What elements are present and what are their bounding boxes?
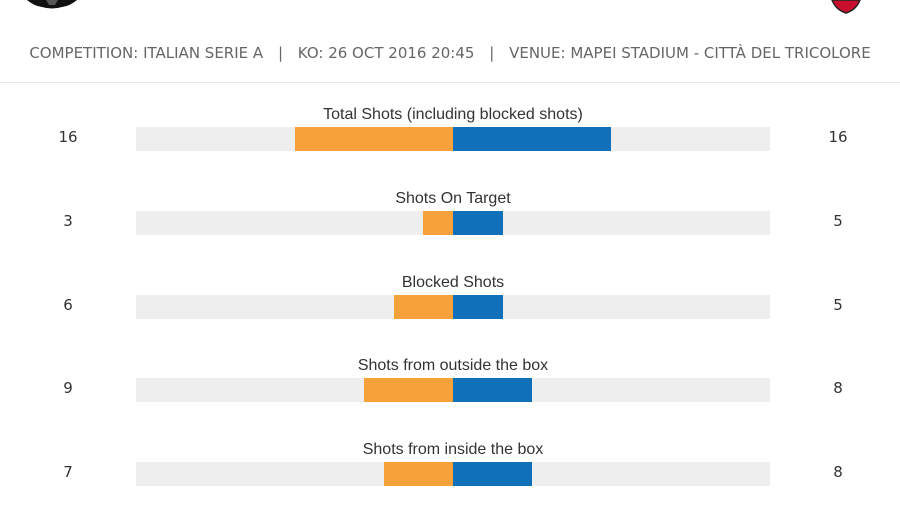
- away-value: 5: [833, 212, 843, 230]
- separator: |: [277, 44, 284, 62]
- home-value: 9: [63, 379, 73, 397]
- separator: |: [489, 44, 495, 62]
- stat-bar-track: [136, 378, 770, 402]
- away-value: 16: [828, 128, 848, 146]
- stat-title: Blocked Shots: [401, 274, 505, 291]
- kickoff-label: KO:: [297, 44, 324, 62]
- stat-bar-track: [136, 295, 770, 319]
- home-value: 6: [63, 296, 73, 314]
- away-value: 8: [833, 379, 843, 397]
- stat-title: Shots from outside the box: [357, 357, 549, 374]
- home-bar: [294, 127, 453, 151]
- stat-row: Total Shots (including blocked shots) 16…: [0, 106, 900, 176]
- home-value: 7: [63, 463, 73, 481]
- kickoff-value: 26 OCT 2016 20:45: [328, 44, 475, 62]
- divider: [0, 82, 900, 83]
- home-bar: [393, 295, 453, 319]
- stat-row: Shots On Target 3 5: [0, 190, 900, 260]
- home-team-crest-icon: [27, 0, 77, 9]
- stat-bar-track: [136, 127, 770, 151]
- stat-bar-track: [136, 462, 770, 486]
- home-bar: [383, 462, 453, 486]
- away-bar: [453, 127, 612, 151]
- home-bar: [423, 211, 453, 235]
- stat-title: Total Shots (including blocked shots): [323, 106, 583, 123]
- venue-label: VENUE:: [509, 44, 566, 62]
- stat-title: Shots On Target: [395, 190, 511, 207]
- venue-value: MAPEI STADIUM - CITTÀ DEL TRICOLORE: [570, 44, 871, 62]
- stat-row: Shots from inside the box 7 8: [0, 441, 900, 511]
- away-team-crest-icon: [831, 0, 861, 14]
- home-bar: [363, 378, 453, 402]
- stat-row: Blocked Shots 6 5: [0, 274, 900, 344]
- away-bar: [453, 378, 533, 402]
- home-value: 16: [58, 128, 78, 146]
- away-bar: [453, 462, 533, 486]
- stat-title: Shots from inside the box: [362, 441, 544, 458]
- stat-row: Shots from outside the box 9 8: [0, 357, 900, 427]
- away-bar: [453, 211, 503, 235]
- away-bar: [453, 295, 503, 319]
- stat-bar-track: [136, 211, 770, 235]
- competition-value: ITALIAN SERIE A: [143, 44, 264, 62]
- match-info-bar: COMPETITION: ITALIAN SERIE A | KO: 26 OC…: [0, 44, 900, 62]
- away-value: 8: [833, 463, 843, 481]
- home-value: 3: [63, 212, 73, 230]
- away-value: 5: [833, 296, 843, 314]
- competition-label: COMPETITION:: [29, 44, 139, 62]
